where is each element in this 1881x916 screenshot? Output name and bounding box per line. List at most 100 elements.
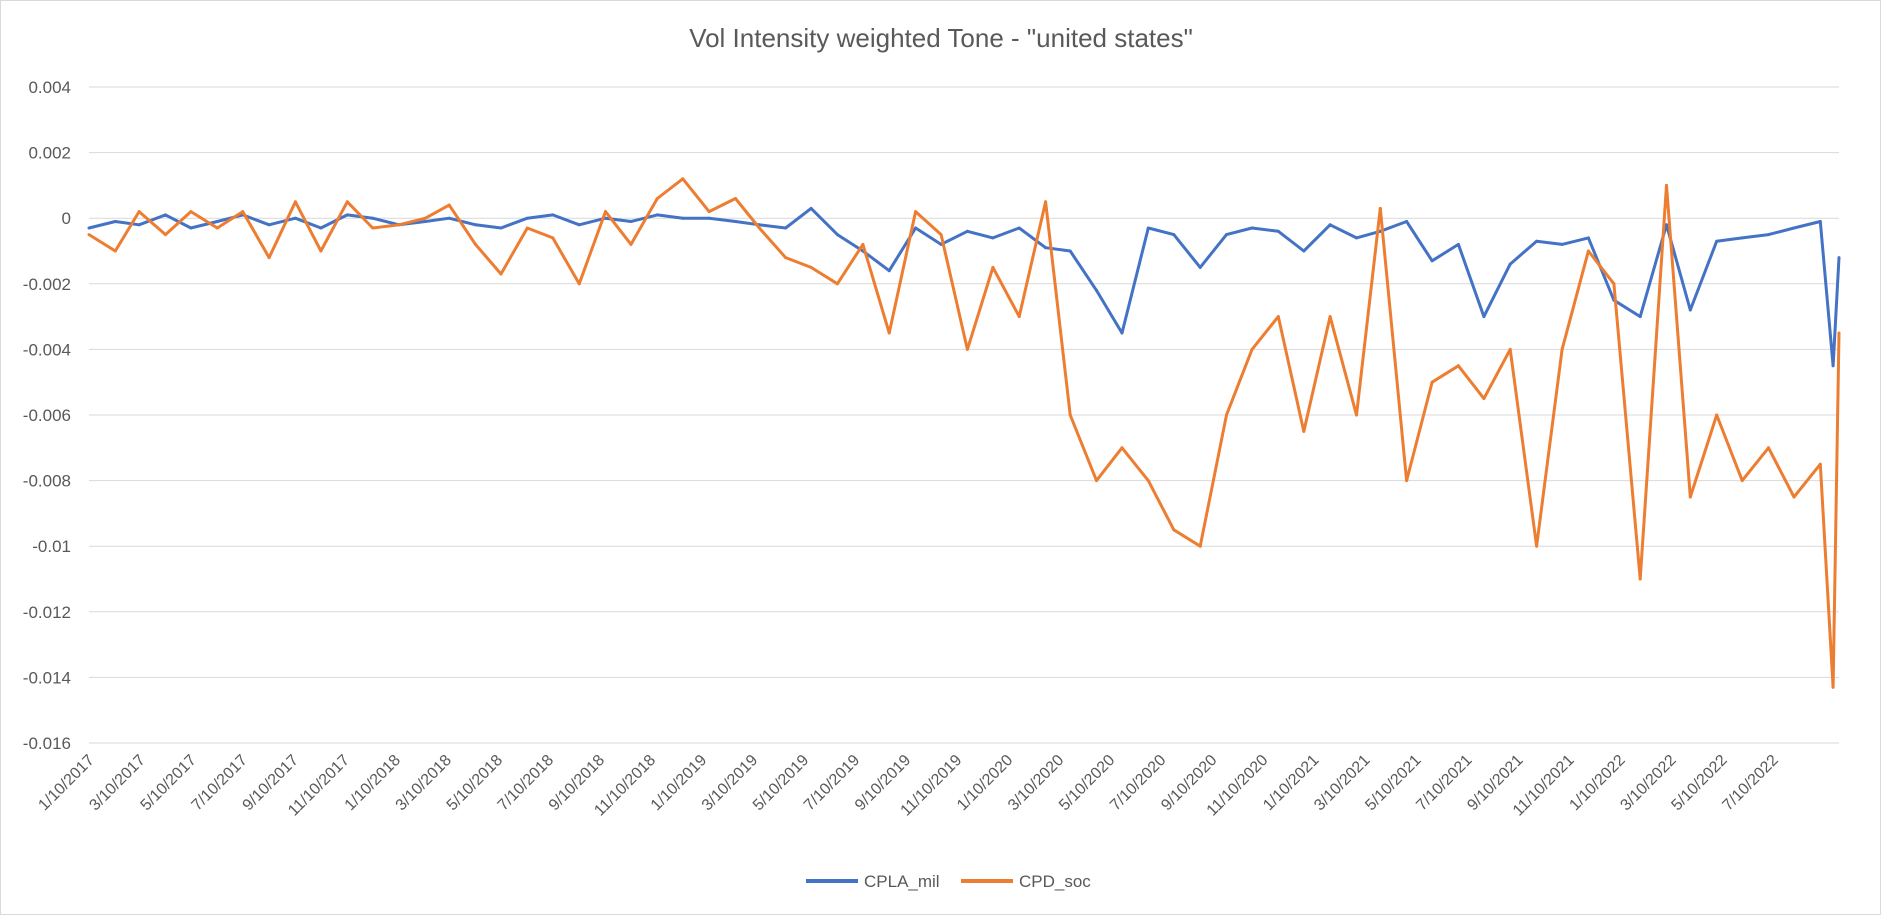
data-point-CPD_soc bbox=[164, 233, 167, 237]
data-point-CPD_soc bbox=[447, 203, 451, 207]
data-point-CPD_soc bbox=[1095, 479, 1098, 483]
data-point-CPD_soc bbox=[1586, 249, 1590, 253]
data-point-CPD_soc bbox=[1740, 479, 1744, 483]
data-point-CPD_soc bbox=[1508, 347, 1512, 351]
data-point-CPLA_mil bbox=[293, 216, 297, 220]
data-point-CPLA_mil bbox=[1095, 288, 1098, 292]
data-point-CPLA_mil bbox=[991, 236, 995, 240]
data-point-CPD_soc bbox=[397, 223, 401, 227]
data-point-CPD_soc bbox=[681, 177, 685, 181]
y-tick-label: 0.004 bbox=[28, 78, 71, 97]
data-point-CPD_soc bbox=[1302, 429, 1306, 433]
data-point-CPLA_mil bbox=[1688, 308, 1692, 312]
data-point-CPD_soc bbox=[1456, 364, 1460, 368]
data-point-CPD_soc bbox=[423, 216, 427, 220]
data-point-CPD_soc bbox=[1044, 200, 1048, 204]
data-point-CPD_soc bbox=[757, 226, 761, 230]
data-point-CPD_soc bbox=[914, 210, 918, 214]
data-point-CPD_soc bbox=[1198, 544, 1202, 548]
data-point-CPD_soc bbox=[113, 249, 117, 253]
data-point-CPD_soc bbox=[1831, 685, 1835, 689]
data-point-CPD_soc bbox=[551, 236, 555, 240]
data-point-CPLA_mil bbox=[1225, 233, 1228, 237]
data-point-CPLA_mil bbox=[1837, 256, 1841, 260]
data-point-CPLA_mil bbox=[629, 220, 633, 223]
data-point-CPD_soc bbox=[1767, 446, 1770, 450]
data-point-CPLA_mil bbox=[1715, 239, 1719, 243]
data-point-CPLA_mil bbox=[835, 233, 839, 237]
data-point-CPLA_mil bbox=[1120, 331, 1124, 335]
y-tick-label: -0.012 bbox=[23, 603, 71, 622]
data-point-CPLA_mil bbox=[914, 226, 918, 230]
data-point-CPD_soc bbox=[655, 197, 659, 200]
data-point-CPLA_mil bbox=[215, 220, 219, 223]
data-point-CPD_soc bbox=[1405, 479, 1409, 483]
data-point-CPLA_mil bbox=[525, 216, 529, 220]
data-point-CPLA_mil bbox=[1068, 249, 1072, 253]
data-point-CPLA_mil bbox=[1818, 220, 1822, 223]
data-point-CPD_soc bbox=[1638, 577, 1642, 581]
data-point-CPLA_mil bbox=[1560, 242, 1564, 246]
data-point-CPD_soc bbox=[809, 265, 813, 269]
data-point-CPD_soc bbox=[1276, 315, 1280, 319]
data-point-CPD_soc bbox=[784, 256, 788, 260]
series-line-CPLA_mil bbox=[88, 206, 1841, 368]
data-point-CPD_soc bbox=[1560, 347, 1564, 351]
data-point-CPLA_mil bbox=[1456, 242, 1460, 246]
data-point-CPLA_mil bbox=[423, 220, 427, 223]
data-point-CPLA_mil bbox=[1250, 226, 1254, 230]
data-point-CPD_soc bbox=[1430, 380, 1434, 384]
data-point-CPD_soc bbox=[835, 282, 839, 286]
y-tick-label: 0.002 bbox=[28, 144, 71, 163]
data-point-CPLA_mil bbox=[1740, 236, 1744, 240]
data-point-CPD_soc bbox=[1818, 462, 1822, 466]
data-point-CPD_soc bbox=[474, 242, 477, 246]
data-point-CPD_soc bbox=[1017, 315, 1021, 319]
data-point-CPD_soc bbox=[629, 242, 633, 246]
data-point-CPD_soc bbox=[1068, 413, 1072, 417]
data-point-CPD_soc bbox=[965, 347, 969, 351]
series-lines bbox=[87, 177, 1841, 689]
data-point-CPD_soc bbox=[1146, 479, 1150, 483]
data-point-CPD_soc bbox=[861, 242, 865, 246]
y-tick-label: -0.006 bbox=[23, 406, 71, 425]
data-point-CPD_soc bbox=[189, 210, 193, 214]
data-point-CPD_soc bbox=[1792, 495, 1796, 499]
data-point-CPD_soc bbox=[1612, 282, 1616, 286]
data-point-CPD_soc bbox=[1172, 528, 1176, 532]
data-point-CPD_soc bbox=[137, 210, 141, 214]
data-point-CPLA_mil bbox=[809, 206, 813, 210]
data-point-CPLA_mil bbox=[784, 226, 788, 230]
chart-title: Vol Intensity weighted Tone - "united st… bbox=[689, 23, 1193, 53]
data-point-CPLA_mil bbox=[551, 213, 555, 217]
y-tick-label: -0.01 bbox=[32, 537, 71, 556]
data-point-CPD_soc bbox=[707, 210, 711, 214]
data-point-CPD_soc bbox=[577, 282, 581, 286]
data-point-CPLA_mil bbox=[1198, 265, 1202, 269]
data-point-CPLA_mil bbox=[707, 216, 711, 220]
data-point-CPLA_mil bbox=[1535, 239, 1539, 243]
data-point-CPD_soc bbox=[87, 233, 91, 237]
data-point-CPLA_mil bbox=[1430, 259, 1434, 263]
data-point-CPD_soc bbox=[1535, 544, 1539, 548]
data-point-CPLA_mil bbox=[1482, 315, 1486, 319]
data-point-CPD_soc bbox=[1328, 315, 1332, 319]
data-point-CPD_soc bbox=[499, 272, 503, 276]
data-point-CPLA_mil bbox=[1146, 226, 1150, 230]
data-point-CPLA_mil bbox=[1405, 220, 1409, 223]
data-point-CPD_soc bbox=[1482, 397, 1486, 401]
data-point-CPD_soc bbox=[1665, 183, 1668, 187]
data-point-CPLA_mil bbox=[1355, 236, 1358, 240]
y-tick-label: -0.002 bbox=[23, 275, 71, 294]
data-point-CPD_soc bbox=[293, 200, 297, 204]
data-point-CPLA_mil bbox=[113, 220, 117, 223]
data-point-CPLA_mil bbox=[447, 216, 451, 220]
data-point-CPLA_mil bbox=[1017, 226, 1021, 230]
data-point-CPD_soc bbox=[1225, 413, 1228, 417]
data-point-CPLA_mil bbox=[1665, 223, 1668, 227]
legend: CPLA_mil CPD_soc bbox=[806, 872, 1091, 891]
data-point-CPD_soc bbox=[939, 233, 943, 237]
data-point-CPLA_mil bbox=[1508, 262, 1512, 266]
data-point-CPLA_mil bbox=[1767, 233, 1770, 237]
